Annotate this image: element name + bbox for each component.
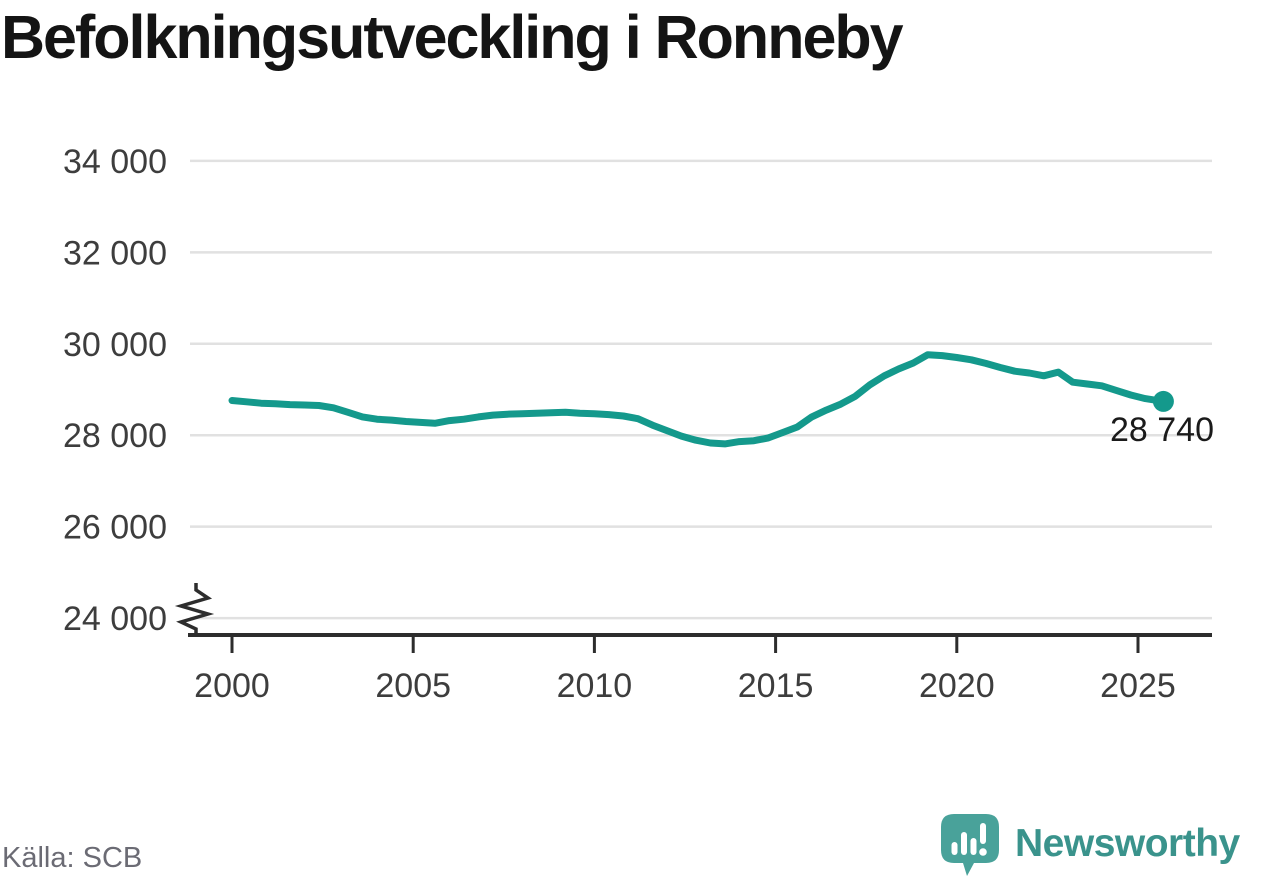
y-tick-label: 26 000 bbox=[63, 509, 167, 547]
x-tick-label: 2015 bbox=[738, 667, 814, 705]
y-tick-label: 32 000 bbox=[63, 234, 167, 272]
y-tick-label: 28 000 bbox=[63, 417, 167, 455]
newsworthy-logo: Newsworthy bbox=[938, 811, 1240, 877]
source-label: Källa: SCB bbox=[2, 842, 143, 874]
bar-chart-bar-mid-icon bbox=[970, 838, 977, 855]
exclamation-dot-icon bbox=[979, 848, 987, 856]
page-title: Befolkningsutveckling i Ronneby bbox=[1, 3, 904, 71]
axis-break-icon bbox=[174, 583, 215, 634]
speech-bubble-shape bbox=[941, 814, 999, 876]
endpoint-marker bbox=[1152, 390, 1174, 412]
y-tick-label: 30 000 bbox=[63, 326, 167, 364]
x-tick-label: 2020 bbox=[919, 667, 995, 705]
bar-chart-bar-tall-icon bbox=[961, 832, 967, 855]
y-tick-label: 24 000 bbox=[63, 600, 167, 638]
newsworthy-wordmark: Newsworthy bbox=[1015, 822, 1240, 865]
newsworthy-icon bbox=[941, 814, 999, 876]
bar-chart-bar-small-icon bbox=[951, 842, 958, 855]
x-tick-label: 2010 bbox=[557, 667, 633, 705]
population-line bbox=[228, 351, 1167, 448]
x-tick-label: 2005 bbox=[375, 667, 451, 705]
endpoint-value-label: 28 740 bbox=[1110, 411, 1214, 449]
exclamation-stem-icon bbox=[980, 823, 986, 844]
x-tick-label: 2025 bbox=[1100, 667, 1176, 705]
x-tick-label: 2000 bbox=[194, 667, 270, 705]
y-tick-label: 34 000 bbox=[63, 143, 167, 181]
